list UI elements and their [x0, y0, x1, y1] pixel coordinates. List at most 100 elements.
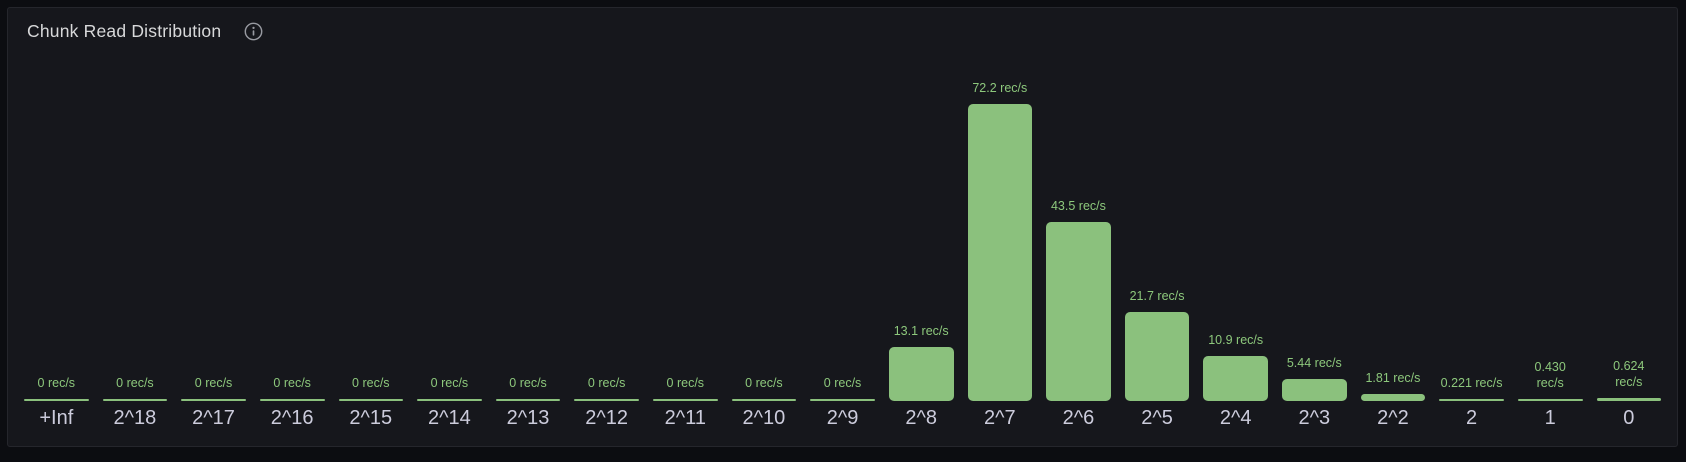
bar-column: 0 rec/s +Inf [17, 75, 96, 430]
x-axis-label: 2^4 [1219, 407, 1252, 429]
bar[interactable] [653, 399, 718, 401]
bar-stack: 0 rec/s [332, 75, 411, 401]
bar[interactable] [1282, 379, 1347, 401]
bar-stack: 0.221 rec/s [1432, 75, 1511, 401]
bar-value-label: 5.44 rec/s [1286, 355, 1342, 370]
bar[interactable] [1046, 222, 1111, 401]
bar-value-label: 0.221 rec/s [1440, 375, 1503, 390]
x-axis-label: 2^18 [113, 407, 157, 429]
bar[interactable] [181, 399, 246, 401]
bar-value-label: 0 rec/s [273, 375, 311, 390]
bar[interactable] [1517, 399, 1583, 401]
bar-value-label: 0 rec/s [823, 375, 862, 390]
bar[interactable] [24, 399, 89, 401]
x-axis-label: 0 [1623, 407, 1635, 429]
bar-stack: 72.2 rec/s [961, 75, 1040, 401]
bar-value-label: 1.81 rec/s [1365, 370, 1421, 385]
bar-gauge-chart: 0 rec/s +Inf 0 rec/s 2^18 0 rec/s 2^17 0… [17, 75, 1668, 430]
x-axis-label: 2^3 [1298, 407, 1331, 429]
bar-value-label: 0 rec/s [430, 375, 469, 390]
bar-stack: 5.44 rec/s [1275, 75, 1354, 401]
x-axis-label: 2^10 [742, 407, 786, 429]
bar-column: 0 rec/s 2^18 [96, 75, 175, 430]
bar[interactable] [574, 399, 639, 401]
bar-column: 0 rec/s 2^10 [725, 75, 804, 430]
bar[interactable] [417, 399, 482, 401]
bar-value-label: 0 rec/s [352, 375, 390, 390]
bar-column: 0 rec/s 2^17 [174, 75, 253, 430]
bar-column: 0.624 rec/s 0 [1590, 75, 1669, 430]
x-axis-label: 2 [1466, 407, 1478, 429]
bar-column: 5.44 rec/s 2^3 [1275, 75, 1354, 430]
bar[interactable] [102, 399, 168, 401]
x-axis-label: 2^12 [585, 407, 629, 429]
x-axis-label: 2^5 [1141, 407, 1173, 429]
bar-value-label: 0 rec/s [116, 375, 154, 390]
x-axis-label: 2^7 [983, 407, 1016, 429]
bar-value-label: 13.1 rec/s [893, 323, 949, 338]
bar[interactable] [259, 399, 325, 401]
bar-value-label: 43.5 rec/s [1050, 198, 1106, 213]
info-icon[interactable] [244, 22, 263, 41]
bar-value-label: 0 rec/s [587, 375, 626, 390]
bar-value-label: 10.9 rec/s [1208, 332, 1264, 347]
bar-column: 0 rec/s 2^14 [410, 75, 489, 430]
bar-column: 0 rec/s 2^15 [332, 75, 411, 430]
bar-column: 0.221 rec/s 2 [1432, 75, 1511, 430]
x-axis-label: 2^2 [1377, 407, 1409, 429]
bar-value-label: 0 rec/s [666, 375, 705, 390]
x-axis-label: 2^15 [349, 407, 393, 429]
x-axis-label: 2^13 [506, 407, 550, 429]
bar-columns: 0 rec/s +Inf 0 rec/s 2^18 0 rec/s 2^17 0… [17, 75, 1668, 430]
bar-stack: 0 rec/s [96, 75, 175, 401]
panel-header: Chunk Read Distribution [8, 8, 1677, 54]
bar-column: 0.430 rec/s 1 [1511, 75, 1590, 430]
bar-column: 0 rec/s 2^13 [489, 75, 568, 430]
bar-stack: 0 rec/s [646, 75, 725, 401]
bar-value-label: 0 rec/s [37, 375, 76, 390]
bar-stack: 21.7 rec/s [1118, 75, 1197, 401]
bar[interactable] [338, 399, 404, 401]
bar-stack: 0.430 rec/s [1511, 75, 1590, 401]
bar-column: 1.81 rec/s 2^2 [1354, 75, 1433, 430]
bar[interactable] [495, 399, 561, 401]
bar-stack: 0 rec/s [725, 75, 804, 401]
bar-column: 0 rec/s 2^9 [803, 75, 882, 430]
bar-stack: 0 rec/s [174, 75, 253, 401]
bar-column: 72.2 rec/s 2^7 [961, 75, 1040, 430]
bar-stack: 0 rec/s [17, 75, 96, 401]
bar-stack: 1.81 rec/s [1354, 75, 1433, 401]
bar-column: 0 rec/s 2^12 [567, 75, 646, 430]
x-axis-label: 2^16 [270, 407, 314, 429]
bar[interactable] [1360, 394, 1426, 401]
bar[interactable] [1439, 399, 1504, 401]
x-axis-label: 2^14 [428, 407, 471, 429]
panel-title[interactable]: Chunk Read Distribution [27, 20, 222, 41]
bar[interactable] [1596, 398, 1662, 401]
x-axis-label: 2^8 [905, 407, 937, 429]
bar-column: 0 rec/s 2^16 [253, 75, 332, 430]
bar-stack: 0 rec/s [489, 75, 568, 401]
bar-value-label: 0 rec/s [194, 375, 233, 390]
bar[interactable] [810, 399, 875, 401]
bar-column: 43.5 rec/s 2^6 [1039, 75, 1118, 430]
bar[interactable] [967, 104, 1033, 401]
bar-value-label: 72.2 rec/s [972, 80, 1028, 95]
bar-stack: 0.624 rec/s [1590, 75, 1669, 401]
bar[interactable] [1124, 312, 1190, 401]
bar-value-label: 0.624 rec/s [1613, 359, 1645, 389]
bar-column: 13.1 rec/s 2^8 [882, 75, 961, 430]
x-axis-label: +Inf [39, 407, 74, 429]
x-axis-label: 2^6 [1062, 407, 1095, 429]
x-axis-label: 2^17 [192, 407, 235, 429]
bar-column: 0 rec/s 2^11 [646, 75, 725, 430]
bar-stack: 0 rec/s [410, 75, 489, 401]
bar[interactable] [1203, 356, 1268, 401]
bar[interactable] [888, 347, 954, 401]
bar-value-label: 21.7 rec/s [1129, 288, 1185, 303]
bar[interactable] [731, 399, 797, 401]
x-axis-label: 2^9 [826, 407, 859, 429]
bar-value-label: 0 rec/s [509, 375, 547, 390]
bar-stack: 13.1 rec/s [882, 75, 961, 401]
